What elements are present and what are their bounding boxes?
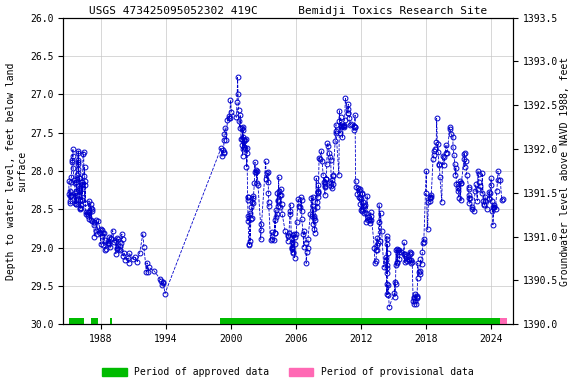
Legend: Period of approved data, Period of provisional data: Period of approved data, Period of provi… bbox=[103, 367, 473, 377]
Title: USGS 473425095052302 419C      Bemidji Toxics Research Site: USGS 473425095052302 419C Bemidji Toxics… bbox=[89, 5, 487, 16]
Y-axis label: Groundwater level above NAVD 1988, feet: Groundwater level above NAVD 1988, feet bbox=[560, 56, 570, 286]
Y-axis label: Depth to water level, feet below land
surface: Depth to water level, feet below land su… bbox=[6, 62, 27, 280]
